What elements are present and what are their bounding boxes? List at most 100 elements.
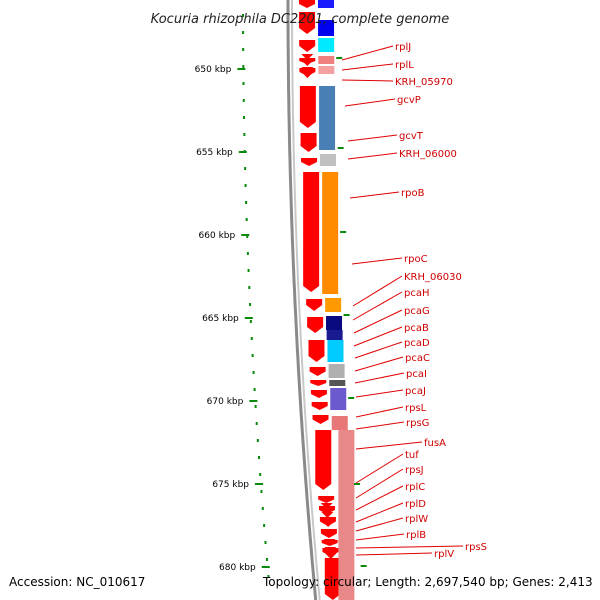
leader-line (355, 552, 433, 556)
map-title: Kocuria rhizophila DC2201, complete geno… (151, 12, 450, 27)
gene-label-pcaj: pcaJ (405, 386, 426, 397)
leader-line (355, 389, 404, 398)
gene-arrow-glyph (301, 54, 314, 60)
gene-label-rplj: rplJ (395, 42, 411, 53)
scale-tick (238, 151, 247, 153)
gene-arrow-glyph (322, 521, 335, 527)
forward-gene-block (307, 317, 324, 333)
scale-dot (251, 354, 254, 357)
accession-text: Accession: NC_010617 (9, 575, 145, 589)
cog-color-track (318, 0, 367, 600)
leader-line (341, 63, 394, 71)
scale-dot (255, 422, 258, 425)
gene-label-pcac: pcaC (405, 353, 430, 364)
label-leaders (341, 45, 464, 556)
scale-dot (264, 541, 267, 544)
forward-gene-block (318, 496, 335, 503)
gene-label-krh_06000: KRH_06000 (399, 149, 457, 160)
forward-gene-block (315, 430, 332, 490)
scale-tick (261, 566, 270, 568)
forward-gene-block (311, 402, 328, 410)
scale-dot (243, 116, 246, 119)
scale-tick (255, 483, 264, 485)
cog-segment (319, 154, 336, 166)
forward-gene-block (299, 40, 316, 52)
scale-label: 650 kbp (195, 65, 232, 75)
leader-line (349, 191, 400, 199)
forward-gene-block (324, 558, 341, 600)
gene-arrow-glyph (323, 539, 336, 545)
cog-segment (318, 20, 335, 36)
scale-tick (244, 317, 253, 319)
gene-label-rpsl: rpsL (405, 403, 427, 414)
scale-dot (246, 252, 249, 255)
gene-arrow-glyph (301, 60, 314, 66)
leader-line (355, 453, 404, 484)
cog-segment (330, 388, 347, 410)
cog-segment (326, 316, 343, 330)
cog-segment (318, 38, 335, 52)
cog-segment (318, 56, 335, 64)
gene-arrow-glyph (324, 553, 337, 559)
forward-strand-arrows (301, 54, 337, 559)
scale-dot (259, 473, 262, 476)
scale-tick (237, 68, 246, 70)
gene-label-pcad: pcaD (404, 338, 430, 349)
genome-backbone (286, 0, 321, 600)
gene-label-rplv: rplV (434, 549, 454, 560)
scale-dot (242, 48, 245, 51)
forward-gene-block (299, 12, 316, 34)
cog-tick (340, 231, 347, 233)
scale-dot (242, 99, 245, 102)
leader-line (354, 341, 403, 359)
cog-segment (322, 172, 339, 294)
gene-label-rpsj: rpsJ (405, 465, 424, 476)
scale-dot (242, 31, 245, 34)
scale-dot (244, 167, 247, 170)
leader-line (341, 79, 394, 82)
leader-line (354, 356, 404, 372)
leader-line (352, 275, 403, 307)
gene-label-rpob: rpoB (401, 188, 425, 199)
gene-label-rplw: rplW (405, 514, 428, 525)
gene-label-krh_06030: KRH_06030 (404, 272, 462, 283)
gene-arrow-glyph (301, 72, 314, 78)
gene-label-krh_05970: KRH_05970 (395, 77, 453, 88)
scale-dot (263, 524, 266, 527)
scale-dot (256, 439, 259, 442)
forward-gene-block (299, 86, 316, 128)
scale-dot (242, 82, 245, 85)
scale-dot (257, 456, 260, 459)
scale-dot (246, 235, 249, 238)
cog-segment (329, 380, 346, 386)
cog-tick (337, 147, 344, 149)
leader-line (355, 421, 405, 430)
gene-label-pcai: pcaI (406, 369, 427, 380)
forward-gene-block (300, 133, 317, 152)
gene-label-pcag: pcaG (404, 306, 430, 317)
leader-line (355, 533, 405, 541)
gene-labels: rplJ rplL KRH_05970 gcvP gcvT KRH_06000 rpoB rp… (395, 42, 487, 560)
leader-line (355, 406, 404, 418)
gene-label-rplb: rplB (406, 530, 426, 541)
scale-dot (242, 14, 245, 17)
scale-dot (249, 303, 252, 306)
scale-tick (241, 234, 250, 236)
forward-gene-block (310, 390, 327, 398)
scale-dot (244, 184, 247, 187)
scale-dot-track (242, 14, 270, 578)
leader-line (347, 152, 398, 160)
cog-segment (318, 0, 335, 8)
scale-tick (249, 400, 258, 402)
cog-tick (336, 57, 343, 59)
gene-label-gcvt: gcvT (399, 131, 424, 142)
gene-label-fusa: fusA (424, 438, 446, 449)
gene-arrow-glyph (301, 67, 314, 73)
scale-dot (245, 201, 248, 204)
cog-segment (325, 298, 342, 312)
scale-dot (261, 507, 264, 510)
leader-line (354, 372, 405, 384)
gene-arrow-glyph (320, 503, 333, 509)
cog-segment (327, 340, 344, 362)
